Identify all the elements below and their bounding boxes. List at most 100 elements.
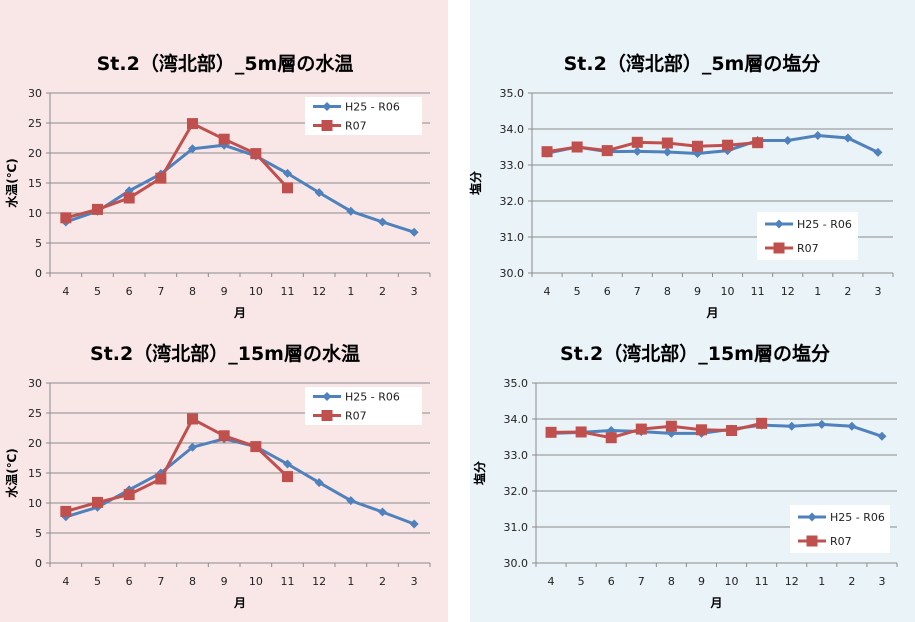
x-axis-label: 月 <box>233 306 246 320</box>
y-tick-label: 33.0 <box>500 159 525 172</box>
y-tick-label: 0 <box>35 557 42 570</box>
x-tick-label: 4 <box>544 285 551 298</box>
y-tick-label: 30.0 <box>500 267 525 280</box>
legend-label: H25 - R06 <box>345 391 400 404</box>
y-axis-label: 水温(℃) <box>4 448 19 498</box>
y-tick-label: 5 <box>35 237 42 250</box>
x-tick-label: 3 <box>874 285 881 298</box>
data-point-square <box>695 424 707 436</box>
legend: H25 - R06 R07 <box>757 212 858 260</box>
data-point-diamond <box>847 421 857 431</box>
data-point-square <box>155 172 167 184</box>
chart-title: St.2（湾北部）_15m層の塩分 <box>560 342 830 365</box>
data-point-square <box>60 505 72 517</box>
x-tick-label: 10 <box>721 285 735 298</box>
x-tick-label: 9 <box>694 285 701 298</box>
legend-label: R07 <box>345 410 367 423</box>
chart-title: St.2（湾北部）_5m層の塩分 <box>564 52 821 75</box>
data-point-square <box>665 420 677 432</box>
x-tick-label: 5 <box>94 575 101 588</box>
x-tick-label: 1 <box>818 575 825 588</box>
x-tick-label: 3 <box>878 575 885 588</box>
x-tick-label: 11 <box>281 575 295 588</box>
x-tick-label: 10 <box>249 575 263 588</box>
data-point-diamond <box>409 227 419 237</box>
x-tick-label: 4 <box>548 575 555 588</box>
y-tick-label: 31.0 <box>504 521 529 534</box>
data-point-diamond <box>378 217 387 227</box>
data-point-square <box>661 137 673 149</box>
legend: H25 - R06 R07 <box>305 97 422 135</box>
data-point-square <box>752 137 764 149</box>
x-tick-label: 8 <box>189 285 196 298</box>
y-tick-label: 25 <box>28 407 42 420</box>
data-point-diamond <box>346 496 356 506</box>
data-point-square <box>605 432 617 444</box>
data-point-square <box>123 489 135 501</box>
x-tick-label: 1 <box>347 575 354 588</box>
data-point-diamond <box>283 459 292 469</box>
y-tick-label: 31.0 <box>500 231 525 244</box>
y-axis-label: 水温(℃) <box>4 158 19 208</box>
y-tick-label: 30 <box>28 87 42 100</box>
data-point-square <box>250 441 262 453</box>
data-point-square <box>722 139 734 151</box>
data-point-square <box>635 423 647 435</box>
x-tick-label: 3 <box>411 285 418 298</box>
x-tick-label: 2 <box>848 575 855 588</box>
x-tick-label: 6 <box>126 285 133 298</box>
legend-diamond <box>322 392 332 401</box>
x-tick-label: 3 <box>411 575 418 588</box>
legend-label: H25 - R06 <box>830 511 885 524</box>
data-point-diamond <box>783 136 793 146</box>
x-tick-label: 12 <box>312 575 326 588</box>
data-point-diamond <box>877 431 887 441</box>
legend-diamond <box>322 102 332 111</box>
y-tick-label: 25 <box>28 117 42 130</box>
data-point-diamond <box>662 147 672 157</box>
data-point-diamond <box>873 147 883 157</box>
legend-square <box>773 242 785 254</box>
x-tick-label: 10 <box>249 285 263 298</box>
y-axis-label: 塩分 <box>468 171 483 195</box>
y-tick-label: 20 <box>28 147 42 160</box>
data-point-diamond <box>314 188 324 198</box>
x-tick-label: 12 <box>312 285 326 298</box>
data-point-diamond <box>787 421 797 431</box>
data-point-square <box>756 417 768 429</box>
legend-label: R07 <box>797 242 819 255</box>
x-tick-label: 6 <box>604 285 611 298</box>
y-tick-label: 15 <box>28 467 42 480</box>
data-point-square <box>60 212 72 224</box>
series-line-r07 <box>65 121 289 220</box>
data-point-square <box>282 471 293 483</box>
x-axis-label: 月 <box>705 306 718 320</box>
x-axis-label: 月 <box>233 596 246 610</box>
y-tick-label: 32.0 <box>504 485 529 498</box>
x-tick-label: 9 <box>221 575 228 588</box>
data-point-square <box>92 203 103 215</box>
data-point-square <box>187 118 198 130</box>
data-point-square <box>123 192 135 204</box>
legend: H25 - R06 R07 <box>790 505 890 553</box>
data-point-square <box>541 146 553 158</box>
x-tick-label: 6 <box>608 575 615 588</box>
y-tick-label: 34.0 <box>500 123 525 136</box>
series-line-h25-r06 <box>65 143 415 234</box>
data-point-square <box>218 133 230 145</box>
x-tick-label: 7 <box>157 285 164 298</box>
x-tick-label: 10 <box>725 575 739 588</box>
legend-label: R07 <box>830 535 852 548</box>
data-point-square <box>575 426 587 438</box>
x-tick-label: 7 <box>634 285 641 298</box>
y-tick-label: 35.0 <box>500 87 525 100</box>
data-point-square <box>218 430 230 442</box>
data-point-square <box>92 496 103 508</box>
legend-square <box>321 410 333 421</box>
y-tick-label: 34.0 <box>504 413 529 426</box>
data-point-diamond <box>378 507 387 517</box>
data-point-diamond <box>843 133 853 143</box>
data-point-square <box>545 426 557 438</box>
legend-label: H25 - R06 <box>797 218 852 231</box>
